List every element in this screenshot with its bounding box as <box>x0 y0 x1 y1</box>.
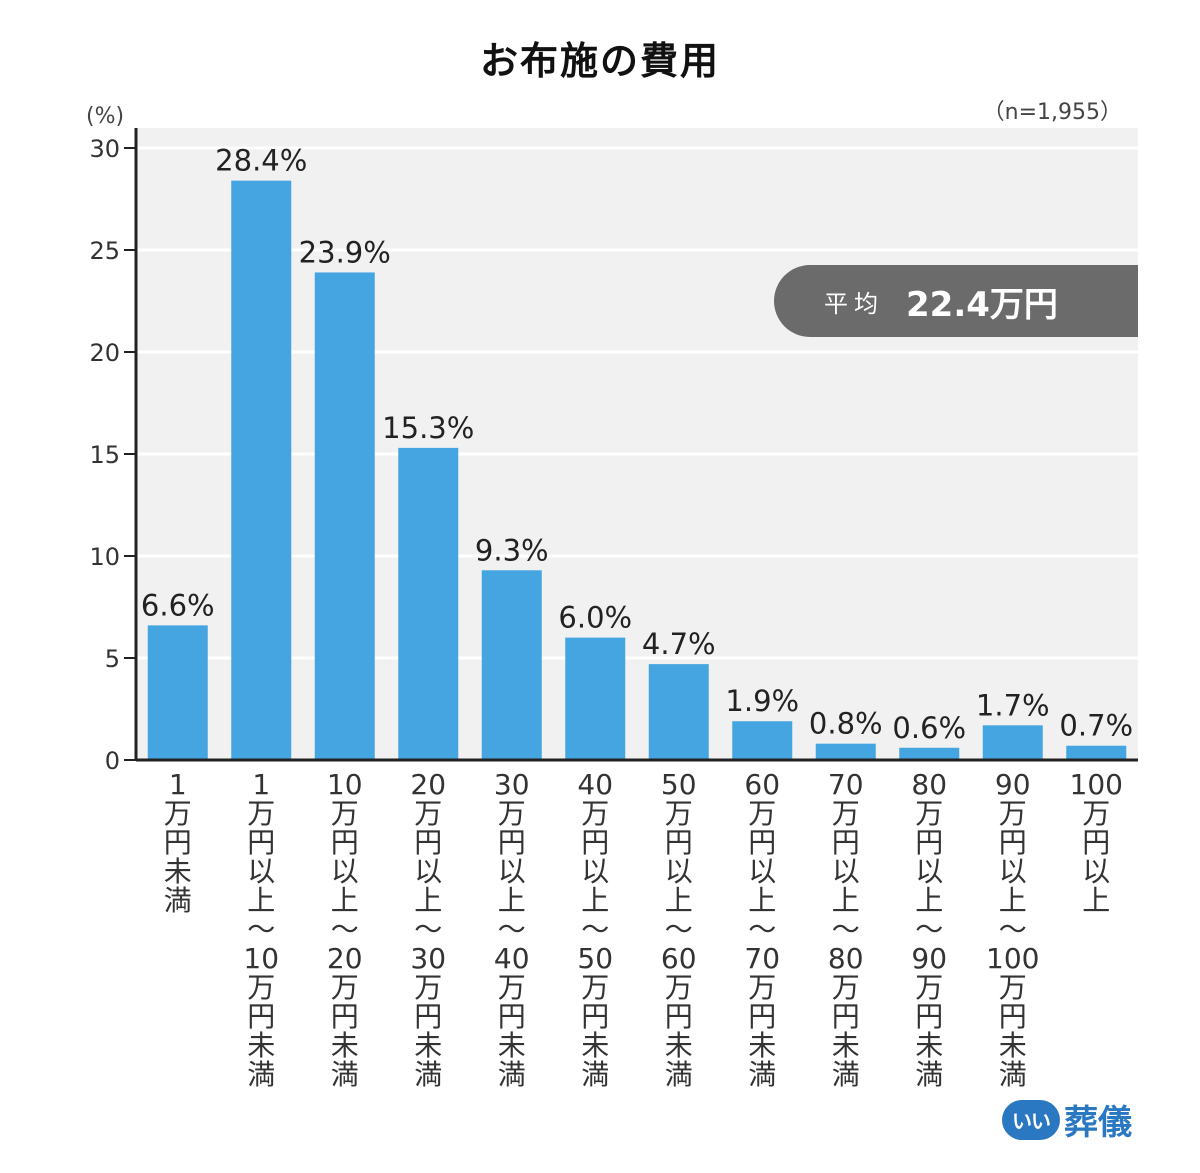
y-tick-label: 30 <box>89 135 120 163</box>
y-tick-label: 20 <box>89 339 120 367</box>
y-axis-unit: (%) <box>86 104 125 129</box>
sample-size: （n=1,955） <box>982 100 1122 125</box>
category-label-12: 100 万円以上 <box>1069 768 1123 917</box>
bar-11 <box>982 725 1043 760</box>
category-label-9: 70 万円以上〜 80 万円未満 <box>827 768 864 1091</box>
y-tick-label: 5 <box>105 645 120 673</box>
category-label-7: 50 万円以上〜 60 万円未満 <box>660 768 697 1091</box>
average-label: 平均 <box>824 289 884 318</box>
data-label-9: 0.8% <box>809 707 883 741</box>
category-label-6: 40 万円以上〜 50 万円未満 <box>577 768 614 1091</box>
data-label-11: 1.7% <box>976 688 1050 722</box>
bar-4 <box>398 447 459 760</box>
data-label-4: 15.3% <box>382 411 474 445</box>
category-label-11: 90 万円以上〜 100 万円未満 <box>986 768 1040 1091</box>
bar-2 <box>231 180 292 760</box>
data-label-8: 1.9% <box>725 684 799 718</box>
data-label-10: 0.6% <box>892 711 966 745</box>
average-value: 22.4万円 <box>906 284 1058 325</box>
bar-6 <box>565 637 626 760</box>
data-label-7: 4.7% <box>642 627 716 661</box>
category-label-4: 20 万円以上〜 30 万円未満 <box>410 768 447 1091</box>
bar-12 <box>1066 745 1127 760</box>
category-label-8: 60 万円以上〜 70 万円未満 <box>744 768 781 1091</box>
bar-7 <box>648 664 709 760</box>
data-label-3: 23.9% <box>299 235 391 269</box>
y-tick-label: 25 <box>89 237 120 265</box>
bar-5 <box>481 570 542 760</box>
chart-title: お布施の費用 <box>479 39 720 83</box>
category-label-3: 10 万円以上〜 20 万円未満 <box>326 768 363 1091</box>
brand-logo: いい 葬儀 <box>1002 1095 1132 1144</box>
y-tick-label: 15 <box>89 441 120 469</box>
data-label-1: 6.6% <box>141 588 215 622</box>
data-label-12: 0.7% <box>1059 709 1133 743</box>
category-label-2: 1 万円以上〜 10 万円未満 <box>243 768 280 1091</box>
logo-text: 葬儀 <box>1064 1103 1132 1143</box>
category-label-5: 30 万円以上〜 40 万円未満 <box>493 768 530 1091</box>
bar-1 <box>147 625 208 760</box>
data-label-5: 9.3% <box>475 533 549 567</box>
bar-3 <box>314 272 375 760</box>
bar-9 <box>815 743 876 760</box>
data-label-2: 28.4% <box>215 144 307 178</box>
plot-background <box>136 128 1138 760</box>
bar-8 <box>732 721 793 760</box>
y-tick-label: 10 <box>89 543 120 571</box>
y-tick-label: 0 <box>105 747 120 775</box>
average-badge: 平均 22.4万円 <box>774 265 1138 337</box>
bar-10 <box>899 747 960 760</box>
category-label-10: 80 万円以上〜 90 万円未満 <box>911 768 948 1091</box>
logo-mark: いい <box>1002 1099 1060 1140</box>
data-label-6: 6.0% <box>558 601 632 635</box>
